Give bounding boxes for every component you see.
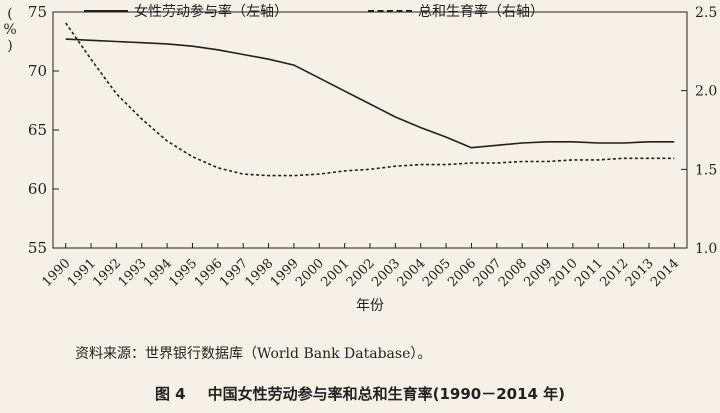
x-tick-label: 1993	[116, 256, 150, 290]
x-tick-label: 2012	[597, 256, 631, 290]
x-tick-label: 1990	[40, 256, 74, 290]
x-tick-label: 2007	[471, 256, 505, 290]
series-line-participation	[65, 38, 675, 149]
x-tick-label: 2005	[420, 256, 454, 290]
x-tick-label: 2008	[496, 256, 530, 290]
x-tick-label: 2003	[369, 256, 403, 290]
x-tick-label: 1994	[141, 256, 175, 290]
figure-number: 图 4	[154, 385, 186, 403]
series-line-fertility	[65, 22, 675, 177]
legend-swatch-dashed	[368, 10, 412, 12]
x-tick-label: 2000	[293, 256, 327, 290]
x-tick-label: 2004	[395, 256, 429, 290]
x-tick-label: 2011	[572, 256, 606, 290]
x-tick-label: 2009	[521, 256, 555, 290]
source-note: 资料来源：世界银行数据库（World Bank Database）。	[75, 346, 432, 362]
x-tick-label: 1991	[65, 256, 99, 290]
x-tick-label: 1999	[268, 256, 302, 290]
x-tick-label: 1997	[217, 256, 251, 290]
figure-caption: 图 4 中国女性劳动参与率和总和生育率(1990－2014 年)	[0, 383, 720, 404]
figure-title: 中国女性劳动参与率和总和生育率(1990－2014 年)	[207, 385, 566, 403]
x-tick-label: 2010	[547, 256, 581, 290]
y-left-tick-label: 55	[28, 239, 47, 257]
legend-swatch-solid	[84, 10, 128, 12]
x-tick-label: 2013	[623, 256, 657, 290]
y-axis-unit-label: ( % )	[3, 6, 17, 54]
y-right-tick-label: 1.5	[695, 162, 717, 178]
y-left-tick-label: 60	[28, 180, 47, 198]
x-tick-label: 1996	[192, 256, 226, 290]
x-tick-label: 1992	[90, 256, 124, 290]
y-right-tick-label: 2.0	[695, 84, 717, 100]
y-left-tick-label: 70	[28, 62, 47, 80]
x-tick-label: 2006	[445, 256, 479, 290]
y-right-tick-label: 2.5	[695, 5, 717, 21]
y-left-tick-label: 75	[28, 3, 47, 21]
x-tick-label: 2014	[648, 256, 682, 290]
plot-frame	[52, 11, 688, 249]
y-right-tick-label: 1.0	[695, 241, 717, 257]
x-tick-label: 2002	[344, 256, 378, 290]
x-tick-label: 2001	[318, 256, 352, 290]
line-chart: 55606570751.01.52.02.5199019911992199319…	[28, 3, 717, 314]
x-tick-label: 1995	[166, 256, 200, 290]
x-axis-label: 年份	[356, 298, 384, 314]
x-tick-label: 1998	[242, 256, 276, 290]
y-left-tick-label: 65	[28, 121, 47, 139]
